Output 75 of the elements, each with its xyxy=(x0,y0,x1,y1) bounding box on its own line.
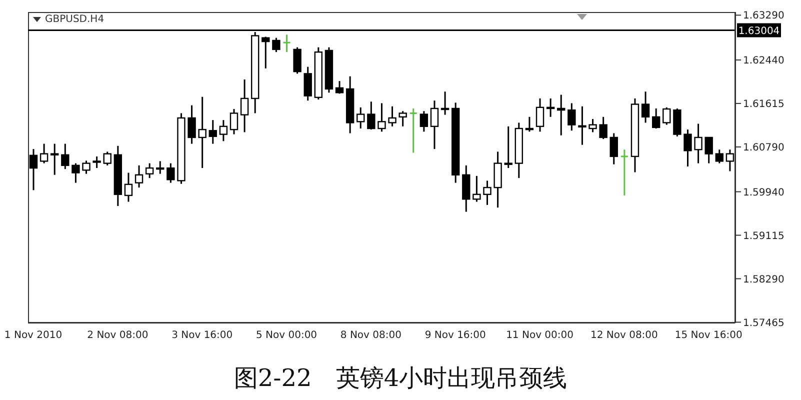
candlestick xyxy=(546,98,555,118)
y-tick-label: 1.61615 xyxy=(743,99,784,110)
candlestick xyxy=(557,94,566,136)
candlestick xyxy=(124,172,133,203)
candlestick xyxy=(536,98,544,132)
candlestick xyxy=(578,106,586,146)
candlestick xyxy=(610,132,618,166)
y-tick-label: 1.63290 xyxy=(743,10,784,22)
x-tick-label: 9 Nov 16:00 xyxy=(424,330,486,342)
candlestick xyxy=(103,150,112,166)
x-tick-label: 5 Nov 00:00 xyxy=(256,330,318,342)
candlestick xyxy=(61,143,70,170)
candlestick xyxy=(293,46,302,74)
candlestick xyxy=(599,116,608,140)
candlestick xyxy=(166,162,175,184)
candlestick xyxy=(525,116,534,132)
candlestick xyxy=(156,160,164,175)
candlestick xyxy=(335,80,344,94)
candlestick xyxy=(50,143,59,176)
candlestick xyxy=(219,119,228,142)
y-tick-label: 1.60790 xyxy=(743,142,784,154)
candlestick xyxy=(82,160,90,175)
candlestick xyxy=(356,106,365,130)
x-tick-label: 15 Nov 16:00 xyxy=(674,330,742,342)
candlestick xyxy=(272,37,280,53)
x-tick-label: 2 Nov 08:00 xyxy=(87,330,148,342)
candlestick xyxy=(198,96,206,169)
candlestick xyxy=(208,119,217,145)
candlestick xyxy=(440,90,450,116)
x-tick-label: 11 Nov 00:00 xyxy=(506,330,574,342)
candlestick xyxy=(72,162,80,184)
candlestick xyxy=(388,106,396,128)
candlestick xyxy=(694,123,702,164)
candlestick xyxy=(145,162,154,179)
candlestick xyxy=(134,164,144,188)
candlestick xyxy=(378,102,386,132)
caption: 图2-22 英镑4小时出现吊颈线 xyxy=(232,363,568,394)
candlestick xyxy=(588,118,597,133)
candlestick xyxy=(430,100,439,150)
candlestick xyxy=(367,100,376,130)
y-tick-label: 1.62440 xyxy=(743,56,784,67)
candlestick xyxy=(282,34,292,53)
candlestick xyxy=(420,110,428,132)
candlestick xyxy=(398,110,407,128)
y-tick-label: 1.59115 xyxy=(743,230,784,242)
candlestick xyxy=(504,126,512,169)
candlestick xyxy=(304,66,312,102)
candlestick xyxy=(620,148,629,196)
y-tick-label: 1.59940 xyxy=(743,187,784,198)
candlestick xyxy=(662,106,671,126)
ref-line-label: 1.63004 xyxy=(738,26,780,38)
candlestick xyxy=(483,180,492,206)
candlestick xyxy=(40,143,48,164)
candlestick xyxy=(652,108,660,130)
candlestick xyxy=(704,136,713,164)
y-tick-label: 1.58290 xyxy=(743,274,784,286)
chart-title: GBPUSD.H4 xyxy=(45,14,104,25)
y-tick-label: 1.57465 xyxy=(743,318,784,329)
candlestick xyxy=(230,108,238,136)
x-tick-label: 8 Nov 08:00 xyxy=(340,330,402,342)
candlestick xyxy=(726,148,734,172)
candlestick xyxy=(240,78,249,133)
candlestick xyxy=(684,128,692,168)
x-tick-label: 1 Nov 2010 xyxy=(4,330,62,342)
candlestick xyxy=(568,102,576,132)
candlestick xyxy=(188,104,196,145)
x-tick-label: 12 Nov 08:00 xyxy=(590,330,658,342)
candlestick xyxy=(262,36,270,70)
candlestick xyxy=(409,108,418,154)
candlestick xyxy=(29,148,38,191)
x-tick-label: 3 Nov 16:00 xyxy=(172,330,233,342)
candlestick xyxy=(472,175,481,203)
candlestick xyxy=(641,90,650,124)
candlestick xyxy=(92,156,101,169)
candlestick xyxy=(715,148,724,164)
